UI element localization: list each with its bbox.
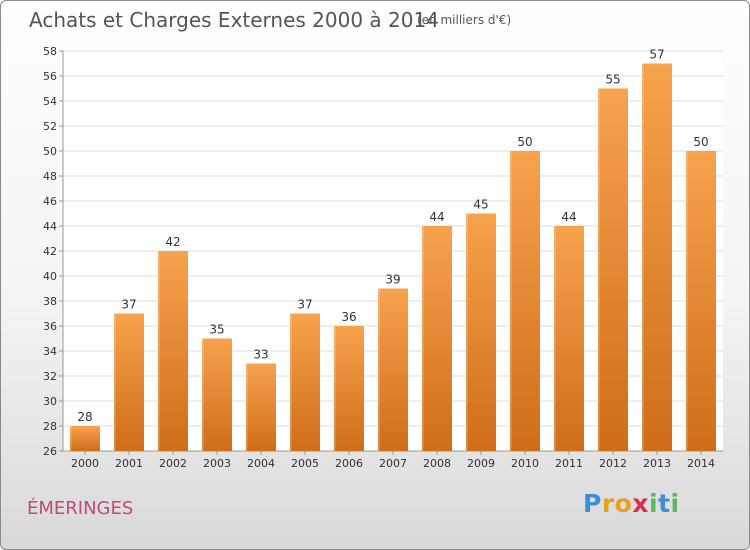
y-tick-label: 38: [43, 295, 57, 308]
bar: [642, 63, 672, 451]
logo-letter: i: [670, 489, 680, 518]
y-tick-label: 50: [43, 145, 57, 158]
x-tick-label: 2013: [643, 457, 671, 470]
bar: [510, 151, 540, 451]
x-tick-label: 2012: [599, 457, 627, 470]
data-label: 44: [561, 210, 576, 224]
bar: [202, 338, 232, 451]
data-label: 57: [649, 48, 664, 62]
data-label: 42: [165, 235, 180, 249]
bar-highlight: [334, 326, 336, 451]
y-tick-label: 36: [43, 320, 57, 333]
bar-highlight: [114, 313, 116, 451]
data-label: 37: [121, 298, 136, 312]
commune-name: ÉMERINGES: [27, 498, 134, 519]
bar: [466, 213, 496, 451]
data-label: 35: [209, 323, 224, 337]
y-tick-label: 56: [43, 70, 57, 83]
x-tick-label: 2006: [335, 457, 363, 470]
y-tick-label: 46: [43, 195, 57, 208]
bar-highlight: [70, 426, 72, 451]
data-label: 50: [517, 135, 532, 149]
data-label: 50: [693, 135, 708, 149]
bar: [598, 88, 628, 451]
y-tick-label: 44: [43, 220, 57, 233]
x-tick-label: 2014: [687, 457, 715, 470]
data-label: 44: [429, 210, 444, 224]
data-label: 55: [605, 73, 620, 87]
logo-letter: t: [658, 489, 671, 518]
bar-highlight: [202, 338, 204, 451]
bar-highlight: [686, 151, 688, 451]
bar: [334, 326, 364, 451]
data-label: 36: [341, 310, 356, 324]
y-tick-label: 42: [43, 245, 57, 258]
data-label: 45: [473, 198, 488, 212]
bar: [554, 226, 584, 451]
x-tick-label: 2000: [71, 457, 99, 470]
y-tick-label: 48: [43, 170, 57, 183]
bar-highlight: [158, 251, 160, 451]
bar-highlight: [422, 226, 424, 451]
y-tick-label: 28: [43, 420, 57, 433]
y-tick-label: 30: [43, 395, 57, 408]
y-tick-label: 58: [43, 45, 57, 58]
bar: [686, 151, 716, 451]
x-tick-label: 2010: [511, 457, 539, 470]
x-tick-label: 2003: [203, 457, 231, 470]
x-tick-label: 2007: [379, 457, 407, 470]
bar: [290, 313, 320, 451]
data-label: 28: [77, 410, 92, 424]
bar-highlight: [598, 88, 600, 451]
x-tick-label: 2005: [291, 457, 319, 470]
logo-letter: P: [583, 489, 602, 518]
bar: [422, 226, 452, 451]
x-tick-label: 2001: [115, 457, 143, 470]
y-tick-label: 40: [43, 270, 57, 283]
proxiti-logo[interactable]: Proxiti: [583, 489, 680, 518]
chart-unit: (en milliers d'€): [417, 13, 512, 27]
bar: [114, 313, 144, 451]
bar-highlight: [246, 363, 248, 451]
logo-letter: o: [614, 489, 633, 518]
y-tick-label: 54: [43, 95, 57, 108]
bar: [378, 288, 408, 451]
y-tick-label: 32: [43, 370, 57, 383]
bar: [70, 426, 100, 451]
bar-highlight: [554, 226, 556, 451]
bar: [246, 363, 276, 451]
bar-highlight: [290, 313, 292, 451]
data-label: 33: [253, 348, 268, 362]
data-label: 39: [385, 273, 400, 287]
bar: [158, 251, 188, 451]
x-tick-label: 2008: [423, 457, 451, 470]
data-label: 37: [297, 298, 312, 312]
logo-letter: i: [649, 489, 659, 518]
x-tick-label: 2002: [159, 457, 187, 470]
x-tick-label: 2011: [555, 457, 583, 470]
y-tick-label: 34: [43, 345, 57, 358]
x-tick-label: 2009: [467, 457, 495, 470]
logo-letter: r: [601, 489, 615, 518]
chart-title: Achats et Charges Externes 2000 à 2014: [29, 8, 439, 32]
y-tick-label: 26: [43, 445, 57, 458]
x-tick-label: 2004: [247, 457, 275, 470]
bar-highlight: [642, 63, 644, 451]
bar-highlight: [378, 288, 380, 451]
bar-highlight: [466, 213, 468, 451]
bar-highlight: [510, 151, 512, 451]
y-tick-label: 52: [43, 120, 57, 133]
logo-letter: x: [632, 489, 649, 518]
